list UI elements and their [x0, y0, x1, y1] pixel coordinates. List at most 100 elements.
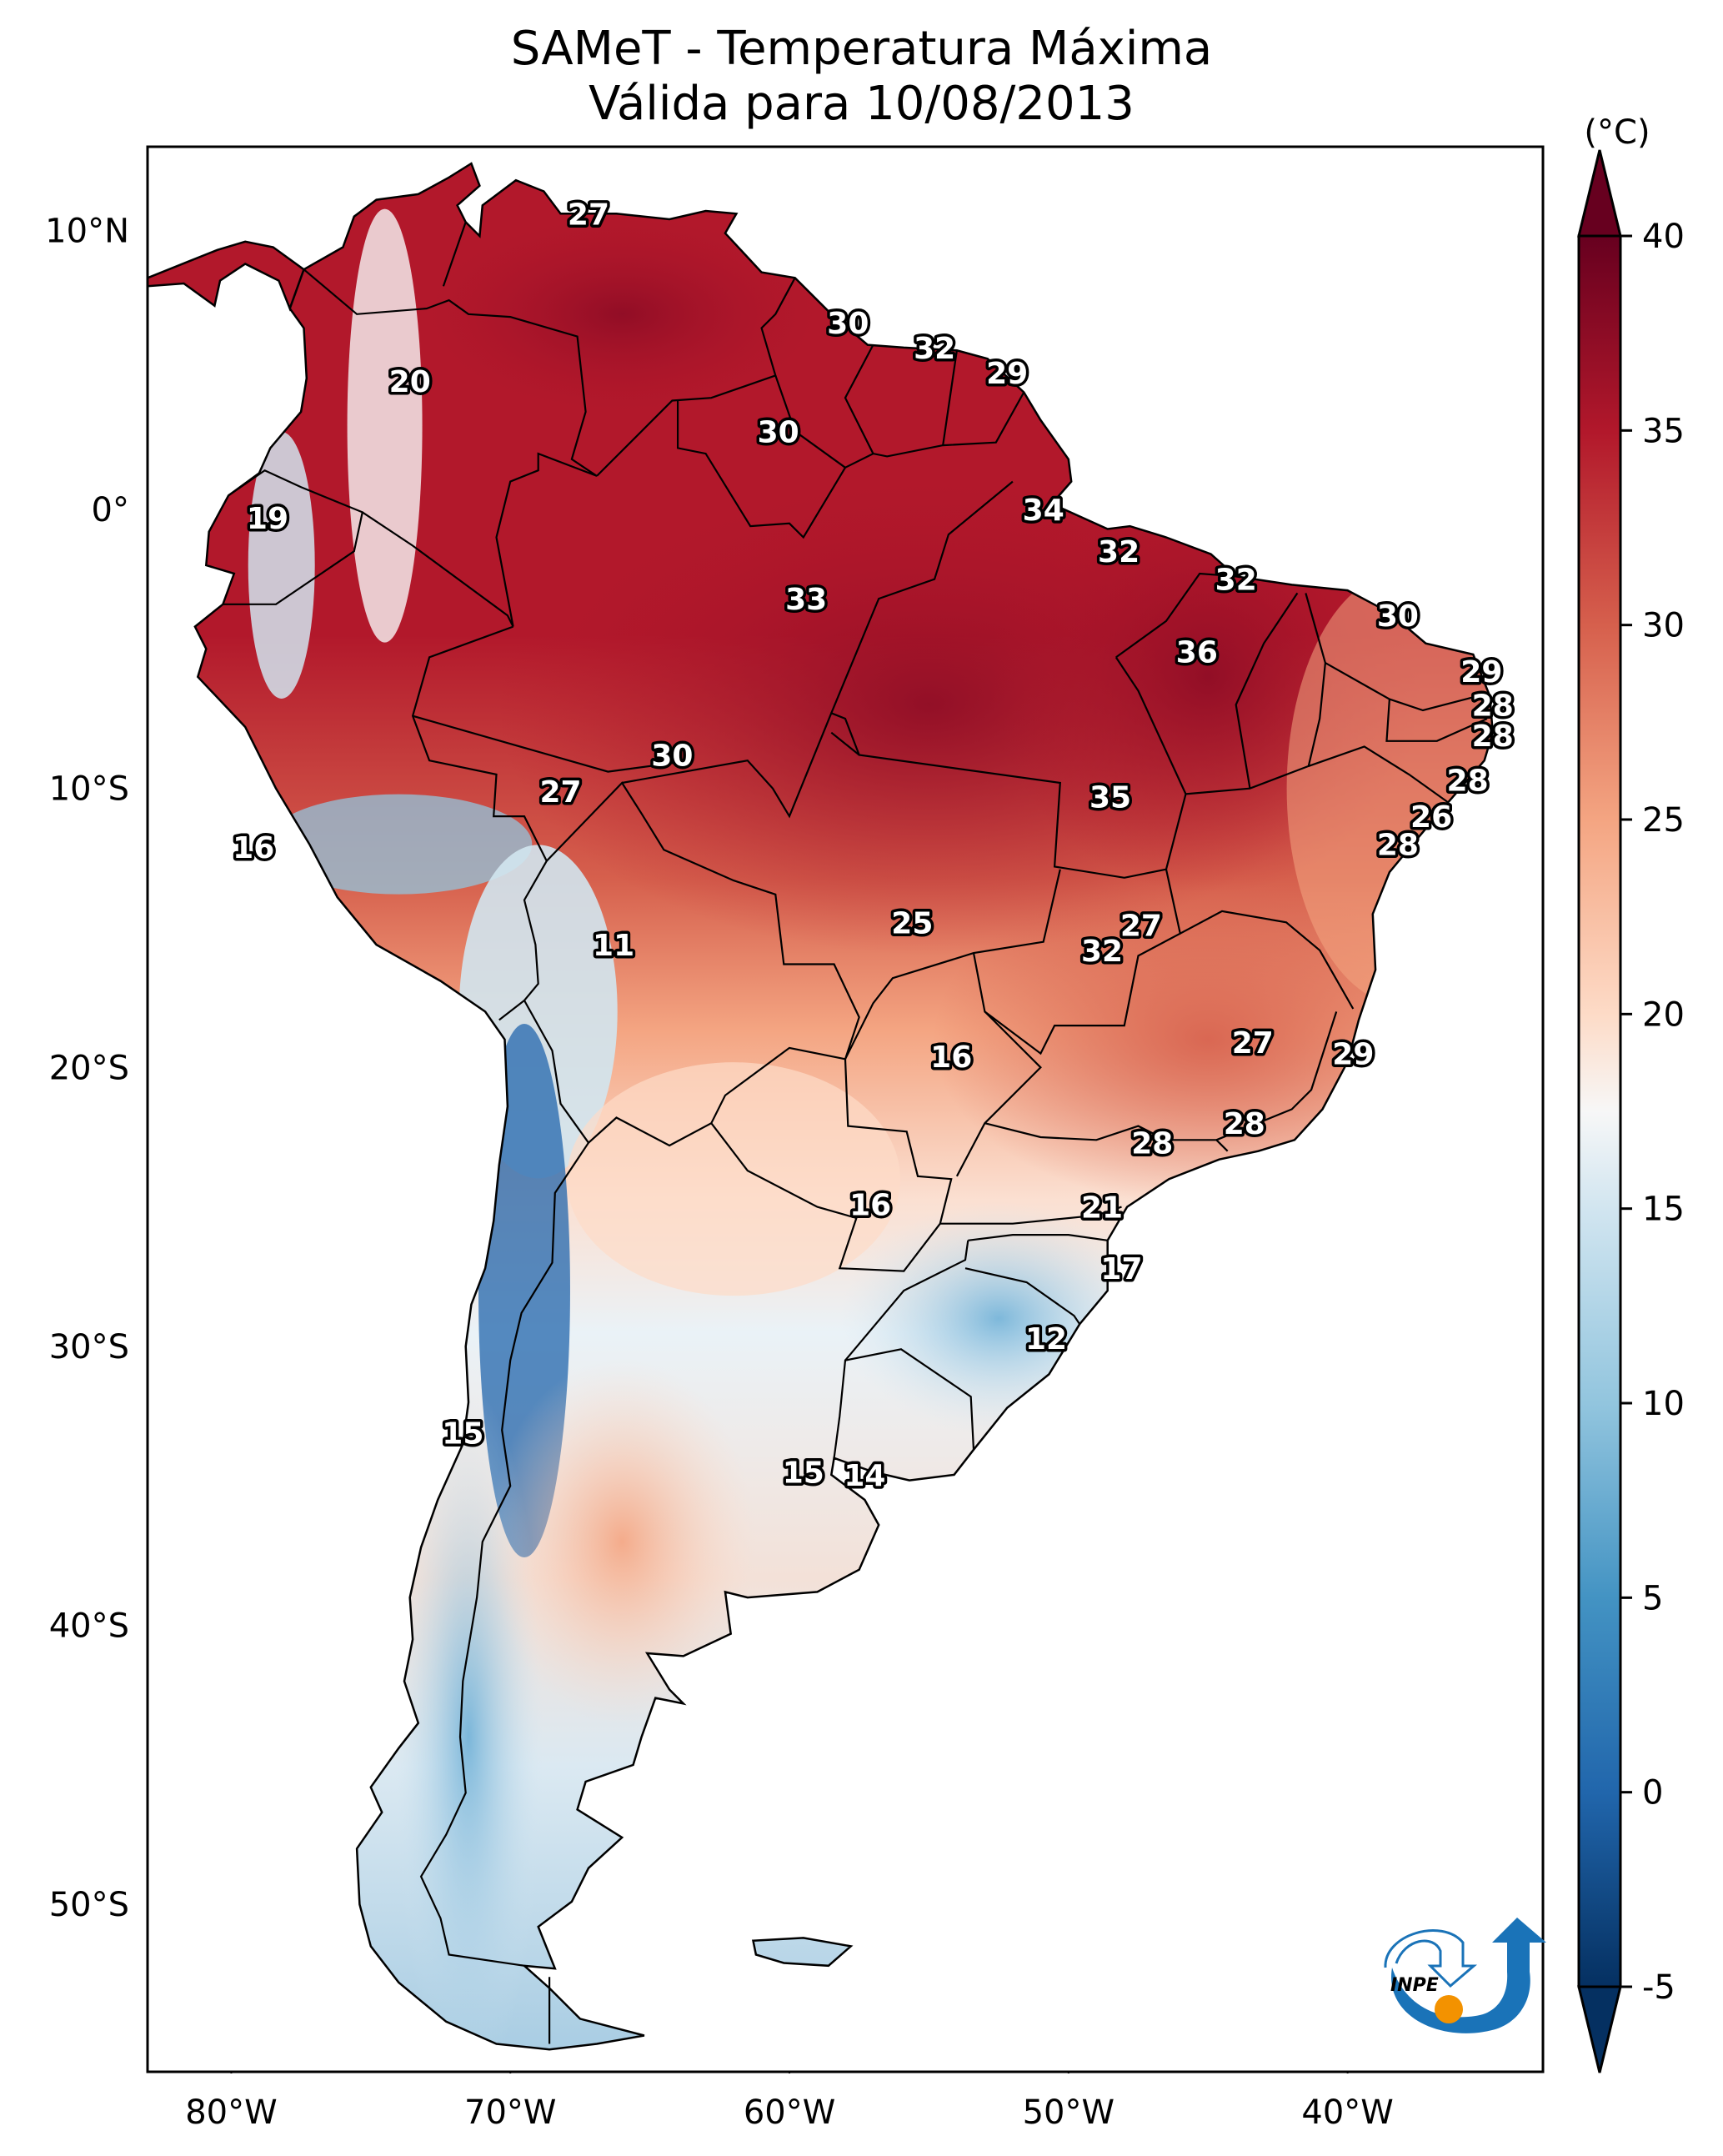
temperature-label: 16	[233, 831, 274, 865]
border-line	[968, 1234, 1108, 1241]
y-tick-label: 20°S	[49, 1049, 129, 1087]
inpe-swoosh-icon	[1391, 1918, 1546, 2033]
border-line	[442, 222, 467, 287]
border-line	[495, 452, 598, 627]
x-tick-label: 60°W	[744, 2093, 835, 2132]
y-tick-label: 50°S	[49, 1886, 129, 1924]
temperature-label: 28	[1377, 829, 1419, 863]
border-line	[830, 480, 1014, 714]
country-borders	[223, 222, 1488, 2044]
temperature-label: 30	[651, 740, 693, 774]
y-tick-label: 30°S	[49, 1328, 129, 1366]
temperature-label: 28	[1224, 1107, 1265, 1141]
temperature-label: 27	[1120, 910, 1162, 944]
border-line	[362, 511, 514, 628]
border-line	[833, 1348, 975, 1458]
temperature-label: 15	[442, 1417, 483, 1452]
border-line	[964, 1267, 1081, 1325]
y-tick-label: 0°	[92, 491, 129, 529]
cool-andes-ecuador	[248, 431, 315, 699]
temperature-label: 28	[1447, 765, 1489, 799]
border-line	[1385, 699, 1488, 742]
y-tick-label: 10°S	[49, 770, 129, 809]
border-line	[844, 1240, 969, 1361]
x-tick-label: 40°W	[1301, 2093, 1393, 2132]
temperature-label: 21	[1081, 1191, 1123, 1226]
border-line	[622, 656, 1187, 879]
border-line	[1215, 1011, 1338, 1141]
x-tick-label: 50°W	[1023, 2093, 1114, 2132]
border-line	[939, 1206, 1122, 1225]
inpe-logo: INPE	[1384, 1918, 1546, 2033]
temperature-label: 27	[568, 198, 609, 232]
cold-andes-peru	[265, 794, 533, 895]
temperature-label: 35	[1089, 781, 1131, 815]
temperature-label: 30	[758, 415, 799, 449]
border-line	[942, 350, 958, 446]
colorbar-tick-label: 5	[1642, 1579, 1663, 1617]
inpe-logo-text: INPE	[1390, 1975, 1439, 1996]
temperature-label: 30	[1377, 599, 1419, 634]
temperature-label: 26	[1410, 800, 1452, 835]
temperature-label: 16	[930, 1040, 972, 1075]
colorbar-tick-label: 25	[1642, 801, 1685, 840]
temperature-label: 12	[1025, 1322, 1067, 1356]
colorbar-tick-label: 30	[1642, 607, 1685, 645]
y-tick-label: 40°S	[49, 1607, 129, 1646]
border-line	[303, 268, 598, 477]
warm-region-chaco	[567, 1062, 901, 1296]
inpe-sun-icon	[1435, 1995, 1463, 2023]
border-line	[972, 869, 1182, 1055]
border-line	[955, 1010, 1042, 1177]
temperature-label: 36	[1176, 636, 1218, 670]
warm-region-argentina	[488, 1358, 756, 1726]
colorbar-max-extension	[1577, 149, 1622, 238]
temperature-label: 28	[1472, 720, 1514, 754]
colorbar-unit-label: (°C)	[1584, 113, 1650, 152]
colorbar-tick-label: -5	[1642, 1968, 1675, 2007]
temperature-label: 14	[844, 1459, 885, 1493]
temperature-label: 29	[1332, 1038, 1374, 1072]
colorbar-tick-label: 0	[1642, 1774, 1663, 1813]
temperature-label: 11	[593, 929, 634, 963]
x-tick-label: 80°W	[185, 2093, 277, 2132]
temperature-label: 15	[783, 1457, 824, 1491]
x-tick-label: 70°W	[464, 2093, 556, 2132]
colorbar-tick-label: 20	[1642, 995, 1685, 1034]
border-line	[419, 1142, 589, 1967]
temperature-label: 20	[389, 365, 431, 399]
border-line	[1115, 572, 1236, 659]
border-line	[1180, 910, 1355, 1010]
temperature-label: 30	[827, 307, 869, 341]
chart-title: SAMeT - Temperatura Máxima	[510, 22, 1213, 76]
border-line	[830, 731, 860, 756]
border-line	[412, 714, 693, 773]
temperature-label: 32	[1081, 935, 1123, 969]
temperature-label: 27	[1232, 1026, 1274, 1060]
map-frame	[146, 145, 1545, 2073]
border-line	[844, 869, 1061, 1060]
colorbar-gradient	[1579, 236, 1620, 1987]
temperature-label: 25	[891, 906, 933, 940]
chart-subtitle: Válida para 10/08/2013	[589, 77, 1134, 131]
inpe-arrow-icon	[1384, 1929, 1478, 1988]
border-line	[844, 344, 874, 454]
border-line	[1325, 662, 1488, 712]
temperature-label: 32	[914, 332, 955, 366]
temperature-label: 19	[247, 502, 288, 536]
colorbar-tick-label: 15	[1642, 1191, 1685, 1229]
x-axis-ticks: 80°W 70°W 60°W 50°W 40°W	[185, 2072, 1394, 2132]
temperature-label: 27	[539, 775, 581, 810]
colorbar-tick-label: 10	[1642, 1385, 1685, 1423]
land-temperature-field	[148, 162, 1494, 2051]
temperature-label: 28	[1472, 689, 1514, 723]
colorbar-tick-label: 35	[1642, 412, 1685, 450]
colorbar-min-extension	[1577, 1985, 1622, 2073]
temperature-label: 33	[785, 583, 827, 617]
cool-andes-colombia	[347, 208, 423, 643]
temperature-label: 16	[849, 1188, 891, 1222]
temperature-label: 34	[1023, 494, 1064, 528]
colorbar-frame	[1577, 234, 1622, 1988]
